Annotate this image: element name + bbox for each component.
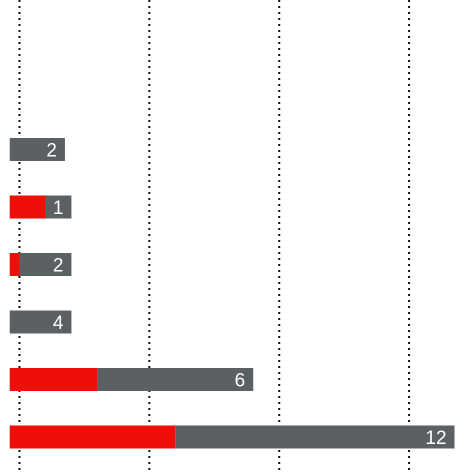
bar-red-5 [9, 425, 176, 449]
grid-layer [18, 0, 411, 474]
bar-value-label-0: 2 [46, 141, 57, 162]
bar-value-label-5: 12 [425, 428, 446, 449]
bar-grey-4 [97, 368, 254, 391]
bar-grey-0 [9, 138, 65, 161]
bar-red-1 [9, 195, 46, 219]
bar-value-label-3: 4 [53, 313, 64, 334]
bars-layer [9, 138, 455, 449]
bar-grey-1 [45, 195, 72, 219]
bar-grey-3 [9, 310, 72, 334]
bar-value-label-1: 1 [53, 198, 64, 219]
bar-red-2 [9, 253, 20, 276]
bar-value-label-4: 6 [235, 371, 246, 392]
bar-grey-2 [19, 253, 72, 276]
bar-red-4 [9, 368, 98, 391]
bar-value-label-2: 2 [53, 256, 64, 277]
bar-grey-5 [175, 425, 455, 449]
